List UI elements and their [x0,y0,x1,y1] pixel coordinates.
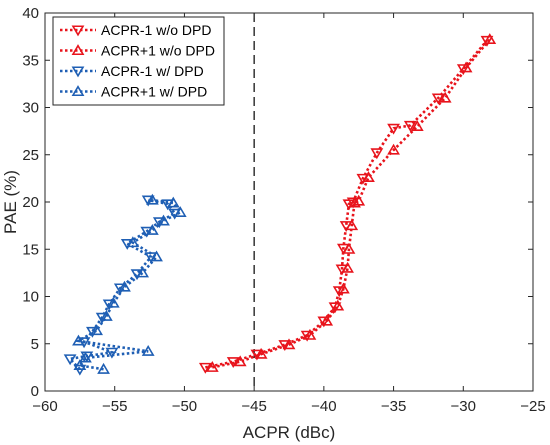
data-point [345,219,359,231]
data-point [250,349,264,361]
data-point [438,91,452,103]
data-point [102,299,116,311]
data-point [341,261,354,273]
x-tick-label: −55 [102,398,127,415]
data-point [431,93,445,105]
legend-label: ACPR-1 w/o DPD [101,22,211,38]
data-point [317,316,331,328]
legend-marker [71,85,85,97]
y-tick-label: 40 [22,5,39,22]
axes: −60 −55 −50 −45 −40 −35 −30 −25 0 5 10 15 20 25 30 35 40 [22,5,545,415]
y-tick-label: 15 [22,241,39,258]
legend-marker [71,25,85,37]
data-point [254,347,268,359]
data-point [145,193,159,205]
data-point [342,242,356,254]
data-point [118,280,131,292]
x-tick-label: −60 [32,398,57,415]
data-point [352,194,366,206]
data-point [362,171,375,182]
x-tick-label: −50 [172,398,197,415]
legend-label: ACPR-1 w/ DPD [101,63,204,79]
x-tick-label: −25 [520,398,545,415]
x-tick-label: −35 [381,398,406,415]
data-point [105,347,119,359]
series-line [74,198,183,371]
data-point [173,206,187,217]
data-point [63,354,77,366]
legend-item: ACPR+1 w/ DPD [60,84,207,100]
data-point [126,236,140,248]
data-point [141,195,155,207]
data-point [226,357,240,369]
data-point [410,120,424,131]
data-point [278,340,292,352]
data-point [106,296,120,308]
y-tick-label: 5 [31,336,39,353]
legend-marker [71,44,85,56]
series-2 [205,33,497,372]
data-point [99,310,113,321]
y-tick-label: 25 [22,147,39,164]
x-tick-label: −30 [451,398,476,415]
data-point [72,334,85,346]
series-1 [198,35,494,374]
series-4 [72,193,187,374]
data-point [300,330,314,342]
data-point [403,120,417,132]
data-point [145,224,159,235]
data-point [387,143,400,155]
data-point [150,250,163,262]
data-point [166,196,180,208]
data-point [387,123,400,135]
x-tick-label: −45 [241,398,266,415]
data-point [97,362,110,374]
data-point [320,314,334,326]
legend-item: ACPR+1 w/o DPD [60,43,215,59]
y-tick-label: 20 [22,194,39,211]
data-point [282,338,296,350]
legend-label: ACPR+1 w/o DPD [101,43,215,59]
data-point [233,355,247,367]
x-tick-label: −40 [311,398,336,415]
data-point [348,196,361,208]
data-point [198,362,212,374]
data-point [205,361,219,372]
data-point [157,214,170,226]
data-point [79,351,92,363]
y-tick-label: 35 [22,52,39,69]
data-point [336,282,350,294]
legend-box [52,16,225,106]
legend-marker [71,66,85,78]
legend-item: ACPR-1 w/o DPD [60,22,211,38]
data-point [90,324,103,336]
data-point [303,328,317,340]
data-point [483,33,497,45]
data-point [370,148,384,160]
data-point [136,266,149,278]
data-point [459,61,473,73]
data-point [331,299,345,311]
data-point [456,64,470,76]
legend-item: ACPR-1 w/ DPD [60,63,204,79]
data-point [141,344,155,356]
legend: ACPR-1 w/o DPD ACPR+1 w/o DPD ACPR-1 w/ DP… [52,16,225,106]
plot-marks [63,13,497,391]
data-point [95,312,109,324]
y-axis-label: PAE (%) [1,170,20,234]
data-point [73,359,87,371]
legend-label: ACPR+1 w/ DPD [101,84,207,100]
data-point [332,286,346,298]
y-tick-label: 30 [22,100,39,117]
y-tick-label: 10 [22,289,39,306]
x-axis-label: ACPR (dBc) [243,423,336,442]
y-tick-label: 0 [31,383,39,400]
series-line [212,38,491,369]
